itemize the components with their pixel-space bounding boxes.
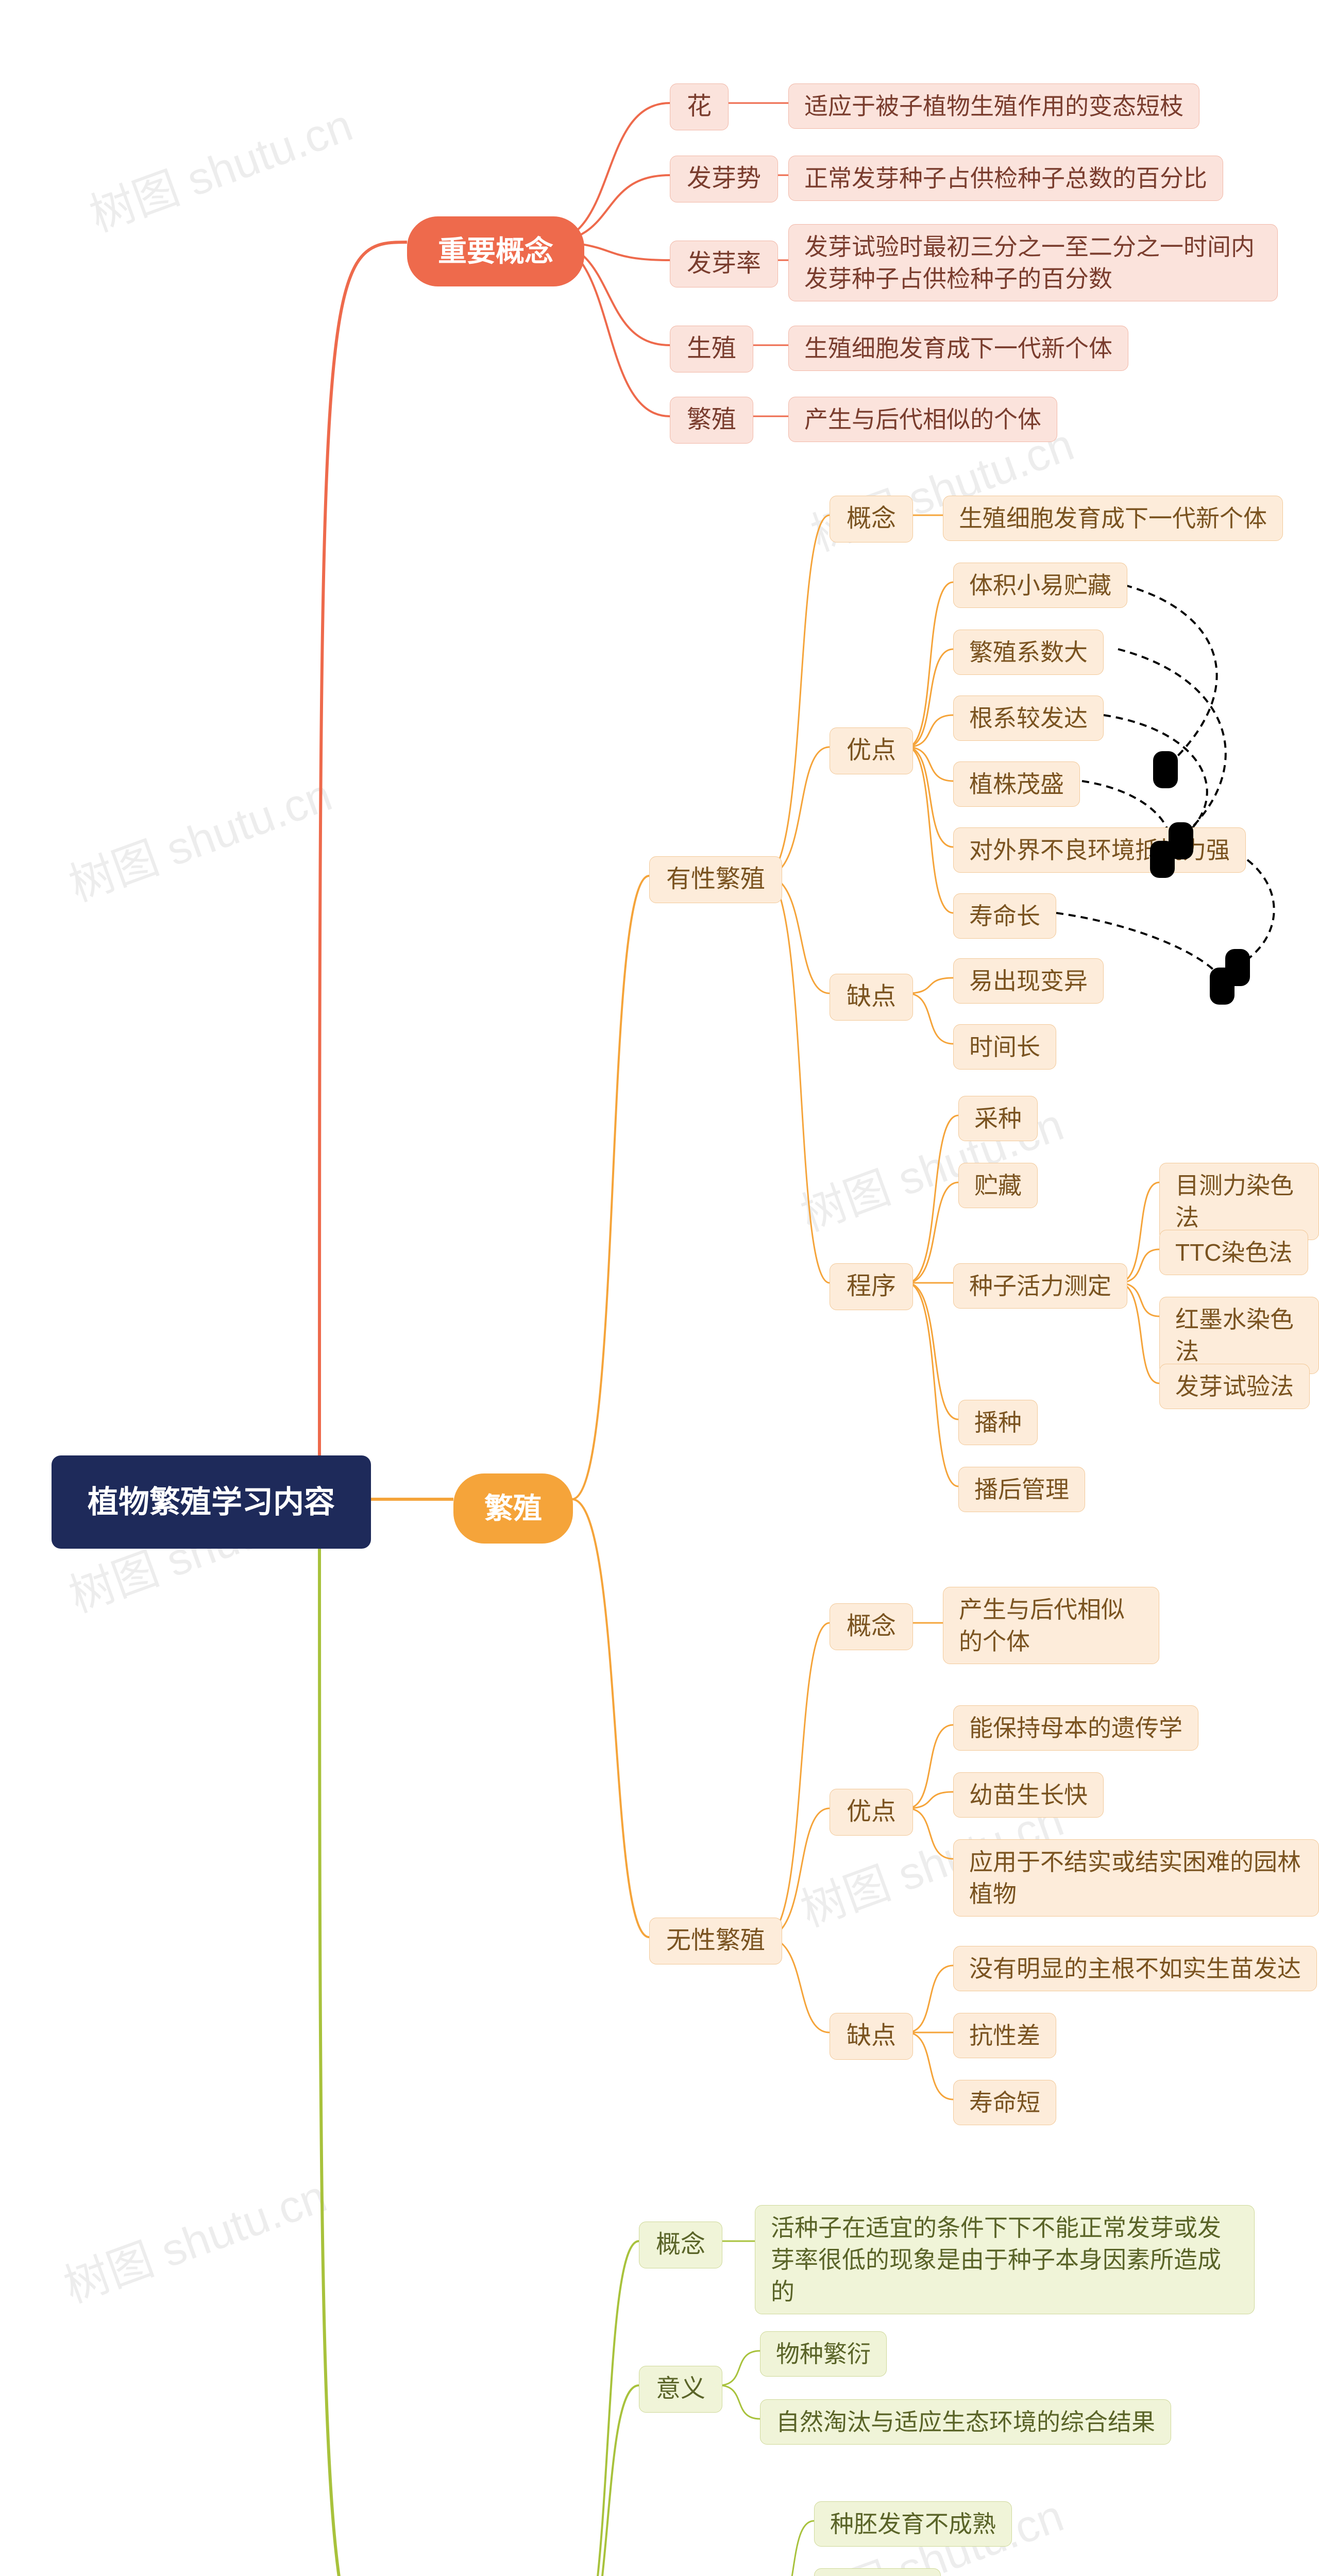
relation-dot <box>1210 968 1235 1005</box>
dormancy-significance: 自然淘汰与适应生态环境的综合结果 <box>760 2399 1171 2445</box>
dormancy-concept-label: 概念 <box>639 2222 722 2268</box>
asexual-disadvantage: 没有明显的主根不如实生苗发达 <box>953 1946 1317 1991</box>
procedure-item: 贮藏 <box>958 1163 1038 1208</box>
concept-key: 花 <box>670 83 729 130</box>
sexual-advantage: 植株茂盛 <box>953 761 1080 807</box>
vitality-method: 目测力染色法 <box>1159 1163 1319 1240</box>
category-repro: 繁殖 <box>453 1473 573 1544</box>
sexual-advantage: 繁殖系数大 <box>953 630 1104 675</box>
procedure-item: 种子活力测定 <box>953 1263 1127 1309</box>
watermark: 树图 shutu.cn <box>54 2160 334 2316</box>
sexual-advantages-label: 优点 <box>830 727 913 774</box>
watermark: 树图 shutu.cn <box>59 759 339 914</box>
asexual-disadvantage: 寿命短 <box>953 2080 1056 2125</box>
procedure-item: 采种 <box>958 1096 1038 1141</box>
watermark: 树图 shutu.cn <box>79 89 360 245</box>
concept-key: 繁殖 <box>670 397 753 444</box>
sexual-concept-desc: 生殖细胞发育成下一代新个体 <box>943 496 1283 541</box>
asexual-advantage: 能保持母本的遗传学 <box>953 1705 1198 1751</box>
dormancy-cause: 种胚发育不成熟 <box>814 2501 1012 2547</box>
concept-desc: 正常发芽种子占供检种子总数的百分比 <box>788 156 1223 201</box>
asexual-disadvantage: 抗性差 <box>953 2013 1056 2058</box>
concept-desc: 产生与后代相似的个体 <box>788 397 1057 442</box>
sexual-disadvantage: 时间长 <box>953 1024 1056 1070</box>
concept-desc: 适应于被子植物生殖作用的变态短枝 <box>788 83 1199 129</box>
asexual-disadvantages-label: 缺点 <box>830 2013 913 2060</box>
asexual-concept-desc: 产生与后代相似的个体 <box>943 1587 1159 1664</box>
root-node: 植物繁殖学习内容 <box>52 1455 371 1549</box>
concept-key: 生殖 <box>670 326 753 372</box>
asexual-label: 无性繁殖 <box>649 1918 782 1964</box>
concept-desc: 生殖细胞发育成下一代新个体 <box>788 326 1128 371</box>
sexual-advantage: 根系较发达 <box>953 696 1104 741</box>
sexual-advantage: 体积小易贮藏 <box>953 563 1127 608</box>
procedure-item: 播后管理 <box>958 1467 1085 1512</box>
asexual-concept-label: 概念 <box>830 1603 913 1650</box>
concept-desc: 发芽试验时最初三分之一至二分之一时间内发芽种子占供检种子的百分数 <box>788 224 1278 301</box>
mindmap-canvas: 树图 shutu.cn 树图 shutu.cn 树图 shutu.cn 树图 s… <box>0 0 1319 2576</box>
sexual-concept-label: 概念 <box>830 496 913 543</box>
sexual-advantage: 寿命长 <box>953 893 1056 939</box>
dormancy-concept-desc: 活种子在适宜的条件下下不能正常发芽或发芽率很低的现象是由于种子本身因素所造成的 <box>755 2205 1255 2314</box>
sexual-label: 有性繁殖 <box>649 856 782 903</box>
procedure-item: 播种 <box>958 1400 1038 1445</box>
concept-key: 发芽势 <box>670 156 778 202</box>
relation-dot <box>1153 751 1178 788</box>
vitality-method: 发芽试验法 <box>1159 1364 1310 1409</box>
sexual-disadvantages-label: 缺点 <box>830 974 913 1021</box>
dormancy-significance-label: 意义 <box>639 2366 722 2413</box>
relation-dot <box>1150 841 1175 878</box>
category-concepts: 重要概念 <box>407 216 584 286</box>
dormancy-significance: 物种繁衍 <box>760 2331 887 2377</box>
vitality-method: 红墨水染色法 <box>1159 1297 1319 1374</box>
sexual-disadvantage: 易出现变异 <box>953 958 1104 1004</box>
asexual-advantages-label: 优点 <box>830 1789 913 1836</box>
procedure-label: 程序 <box>830 1263 913 1310</box>
vitality-method: TTC染色法 <box>1159 1230 1308 1275</box>
asexual-advantage: 幼苗生长快 <box>953 1772 1104 1818</box>
concept-key: 发芽率 <box>670 241 778 287</box>
asexual-advantage: 应用于不结实或结实困难的园林植物 <box>953 1839 1319 1917</box>
sexual-advantage: 对外界不良环境抵抗力强 <box>953 827 1246 873</box>
dormancy-cause: 种子后熟 <box>814 2568 941 2576</box>
